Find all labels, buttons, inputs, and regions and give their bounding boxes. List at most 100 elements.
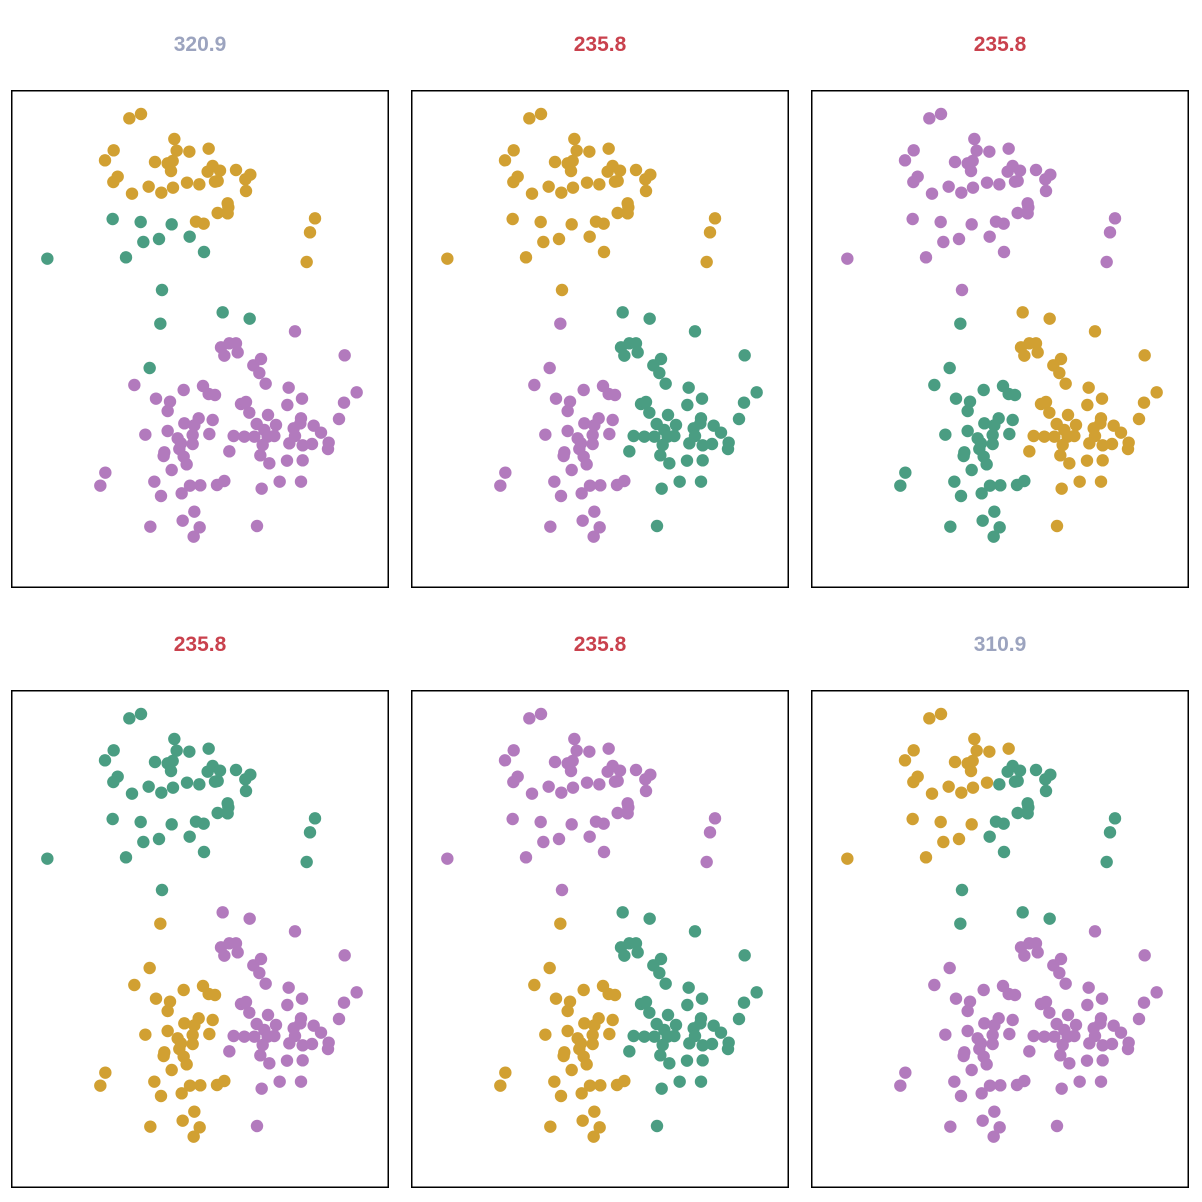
data-point-108-cluster-1 bbox=[654, 1049, 667, 1062]
data-point-34-cluster-0 bbox=[597, 817, 610, 830]
data-point-34-cluster-0 bbox=[597, 217, 610, 230]
data-point-133-cluster-1 bbox=[1073, 475, 1086, 488]
data-point-21-cluster-0 bbox=[107, 775, 120, 789]
data-point-41-cluster-0 bbox=[937, 235, 950, 249]
data-point-19-cluster-0 bbox=[208, 775, 222, 788]
data-point-49-cluster-1 bbox=[643, 912, 656, 925]
data-point-8-cluster-0 bbox=[548, 155, 562, 169]
data-point-52-cluster-2 bbox=[1088, 925, 1102, 938]
data-point-95-cluster-2 bbox=[580, 458, 593, 471]
data-point-69-cluster-2 bbox=[928, 378, 941, 392]
data-point-38-cluster-0 bbox=[506, 212, 519, 226]
data-point-60-cluster-1 bbox=[254, 952, 268, 966]
data-point-86-cluster-2 bbox=[139, 428, 152, 441]
data-point-52-cluster-1 bbox=[1088, 325, 1102, 338]
data-point-95-cluster-2 bbox=[580, 1058, 593, 1071]
data-point-70-cluster-2 bbox=[949, 392, 963, 405]
data-point-120-cluster-1 bbox=[1121, 442, 1135, 456]
data-point-72-cluster-2 bbox=[561, 404, 574, 418]
data-point-90-cluster-2 bbox=[586, 437, 599, 451]
data-point-87-cluster-2 bbox=[1003, 427, 1016, 441]
data-point-51-cluster-2 bbox=[943, 361, 956, 375]
data-point-68-cluster-2 bbox=[1081, 998, 1094, 1012]
data-point-125-cluster-2 bbox=[148, 1075, 161, 1088]
data-point-62-cluster-2 bbox=[1059, 977, 1072, 990]
scatter-plot bbox=[11, 690, 389, 1188]
data-point-62-cluster-2 bbox=[259, 377, 272, 390]
data-point-80-cluster-2 bbox=[578, 417, 591, 430]
data-point-31-cluster-0 bbox=[621, 807, 634, 820]
data-point-50-cluster-1 bbox=[954, 917, 967, 930]
data-point-76-cluster-2 bbox=[208, 988, 222, 1002]
data-point-121-cluster-1 bbox=[680, 454, 694, 467]
data-point-36-cluster-0 bbox=[303, 826, 317, 839]
data-point-107-cluster-2 bbox=[256, 438, 269, 452]
data-point-118-cluster-2 bbox=[1105, 1037, 1119, 1051]
data-point-19-cluster-1 bbox=[1008, 775, 1022, 788]
data-point-116-cluster-1 bbox=[283, 1037, 296, 1050]
data-point-83-cluster-2 bbox=[606, 413, 619, 427]
data-point-67-cluster-1 bbox=[732, 1012, 746, 1026]
data-point-27-cluster-0 bbox=[593, 178, 606, 191]
data-point-107-cluster-1 bbox=[656, 438, 669, 452]
scatter-panel-2 bbox=[411, 90, 789, 588]
data-point-101-cluster-2 bbox=[261, 408, 275, 422]
data-point-98-cluster-1 bbox=[223, 1045, 236, 1058]
data-point-114-cluster-1 bbox=[714, 1026, 728, 1039]
data-point-72-cluster-2 bbox=[561, 1004, 574, 1018]
data-point-27-cluster-0 bbox=[593, 778, 606, 791]
scatter-panel-5 bbox=[411, 690, 789, 1188]
data-point-118-cluster-1 bbox=[1105, 437, 1119, 451]
data-point-57-cluster-1 bbox=[618, 349, 631, 362]
data-point-135-cluster-2 bbox=[988, 505, 1001, 518]
data-point-104-cluster-1 bbox=[648, 430, 661, 443]
data-point-58-cluster-1 bbox=[631, 946, 644, 959]
data-point-93-cluster-2 bbox=[157, 449, 170, 463]
data-point-27-cluster-0 bbox=[193, 778, 206, 791]
data-point-58-cluster-1 bbox=[231, 946, 244, 959]
data-point-136-cluster-2 bbox=[176, 514, 189, 527]
data-point-43-cluster-0 bbox=[183, 830, 196, 843]
data-point-108-cluster-1 bbox=[654, 449, 667, 462]
data-point-80-cluster-2 bbox=[178, 417, 191, 430]
data-point-117-cluster-1 bbox=[696, 439, 709, 452]
data-point-15-cluster-0 bbox=[229, 763, 243, 777]
data-point-87-cluster-2 bbox=[1003, 1027, 1016, 1041]
data-point-87-cluster-2 bbox=[603, 1027, 616, 1041]
data-point-65-cluster-1 bbox=[750, 986, 763, 999]
data-point-14-cluster-0 bbox=[613, 164, 627, 177]
data-point-48-cluster-1 bbox=[216, 306, 229, 319]
data-point-78-cluster-1 bbox=[1039, 395, 1053, 409]
data-point-28-cluster-0 bbox=[639, 184, 653, 198]
data-point-25-cluster-0 bbox=[166, 781, 180, 794]
data-point-46-cluster-0 bbox=[41, 852, 54, 865]
data-point-99-cluster-2 bbox=[1038, 1030, 1051, 1043]
data-point-72-cluster-2 bbox=[161, 404, 174, 418]
data-point-90-cluster-2 bbox=[586, 1037, 599, 1051]
data-point-129-cluster-2 bbox=[594, 479, 607, 492]
data-point-101-cluster-1 bbox=[661, 1008, 675, 1022]
data-point-17-cluster-0 bbox=[1039, 173, 1052, 186]
data-point-98-cluster-1 bbox=[623, 445, 636, 458]
data-point-79-cluster-2 bbox=[243, 406, 256, 419]
data-point-123-cluster-2 bbox=[499, 466, 512, 479]
data-point-139-cluster-2 bbox=[187, 530, 200, 543]
data-point-41-cluster-0 bbox=[137, 835, 150, 849]
data-point-116-cluster-1 bbox=[683, 437, 696, 450]
data-point-133-cluster-1 bbox=[673, 1075, 686, 1088]
data-point-15-cluster-1 bbox=[1029, 763, 1043, 777]
data-point-42-cluster-0 bbox=[952, 832, 966, 846]
data-point-125-cluster-2 bbox=[548, 475, 561, 488]
data-point-84-cluster-2 bbox=[586, 428, 599, 442]
data-point-46-cluster-0 bbox=[441, 852, 454, 865]
data-point-86-cluster-2 bbox=[539, 428, 552, 441]
data-point-72-cluster-2 bbox=[961, 404, 974, 418]
data-point-35-cluster-0 bbox=[308, 812, 322, 825]
scatter-plot bbox=[11, 90, 389, 588]
data-point-140-cluster-1 bbox=[1050, 519, 1064, 533]
data-point-28-cluster-0 bbox=[239, 184, 253, 198]
data-point-138-cluster-2 bbox=[193, 521, 206, 534]
data-point-76-cluster-2 bbox=[608, 988, 622, 1002]
data-point-140-cluster-2 bbox=[1050, 1119, 1064, 1133]
data-point-8-cluster-0 bbox=[148, 155, 162, 169]
